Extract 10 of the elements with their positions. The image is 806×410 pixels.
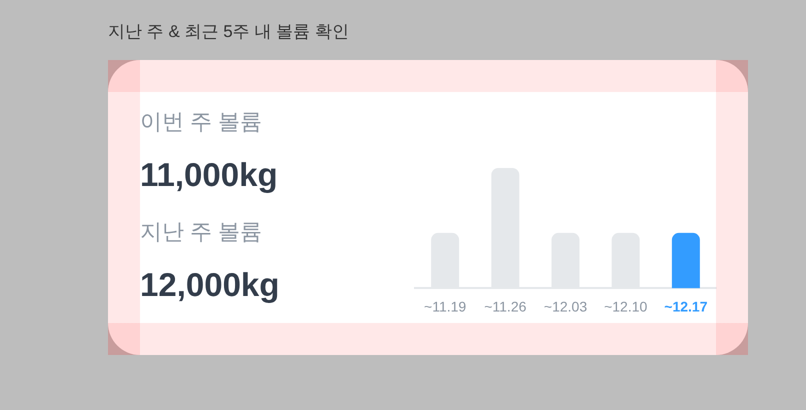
- text: 12,000kg: [140, 266, 280, 304]
- text: 지난 주 볼륨: [140, 218, 262, 246]
- x-tick-label: ~12.03: [544, 298, 588, 314]
- text: 지난 주 & 최근 5주 내 볼륨 확인: [108, 21, 349, 43]
- text: 이번 주 볼륨: [140, 108, 262, 136]
- x-tick-label: ~12.17: [664, 298, 708, 314]
- x-tick-label: ~12.10: [604, 298, 648, 314]
- x-tick-label: ~11.19: [424, 298, 466, 314]
- text: 11,000kg: [140, 156, 278, 194]
- x-tick-label: ~11.26: [484, 298, 527, 314]
